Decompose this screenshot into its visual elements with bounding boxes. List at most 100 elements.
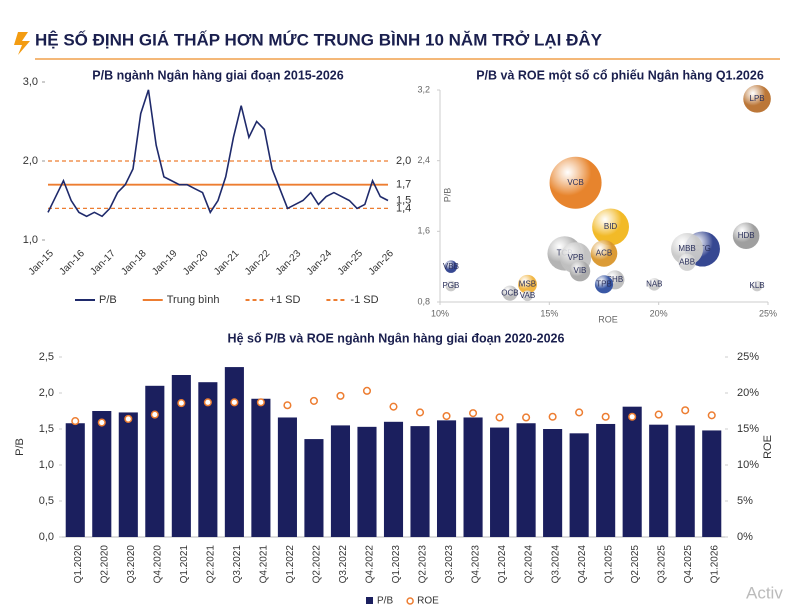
bubble-label: TPB bbox=[596, 279, 612, 288]
roe-dot bbox=[654, 410, 663, 419]
x-tick-label: Q1.2022 bbox=[285, 545, 296, 584]
bar bbox=[569, 433, 589, 537]
watermark: Activ bbox=[746, 583, 783, 602]
x-tick-label: Q4.2021 bbox=[259, 545, 270, 584]
x-tick-label: Q3.2024 bbox=[550, 545, 561, 584]
bar bbox=[649, 424, 669, 537]
bar bbox=[357, 426, 377, 537]
bubble-label: ABB bbox=[679, 257, 695, 266]
bubble bbox=[743, 85, 771, 113]
roe-dot bbox=[469, 409, 478, 418]
bar bbox=[145, 385, 165, 537]
roe-dot bbox=[230, 398, 239, 407]
bubble bbox=[594, 275, 614, 294]
line-series bbox=[47, 89, 389, 218]
legend-label: ROE bbox=[417, 596, 439, 607]
roe-dot bbox=[415, 408, 425, 417]
x-tick-label: Q3.2021 bbox=[232, 545, 243, 584]
bubble bbox=[590, 240, 618, 267]
x-axis-title: ROE bbox=[598, 314, 618, 324]
bar bbox=[304, 439, 324, 537]
x-tick-label: Q4.2023 bbox=[471, 545, 482, 584]
bubble bbox=[522, 290, 533, 302]
bubble-label: VPB bbox=[568, 253, 584, 262]
bubble-label: BID bbox=[604, 222, 618, 231]
roe-dot bbox=[336, 391, 345, 400]
y2-tick-label: 25% bbox=[737, 351, 759, 363]
bar bbox=[251, 398, 271, 537]
x-tick-label: Q2.2022 bbox=[312, 545, 323, 584]
logo bbox=[14, 32, 30, 55]
bubble-label: VAB bbox=[520, 291, 535, 300]
y2-tick-label: 10% bbox=[737, 459, 759, 471]
legend-swatch bbox=[406, 597, 414, 605]
x-tick-label: Q1.2020 bbox=[73, 545, 84, 584]
legend-label: P/B bbox=[99, 294, 117, 306]
roe-dot bbox=[548, 412, 557, 421]
legend-label: P/B bbox=[377, 596, 393, 607]
y2-tick-label: 15% bbox=[737, 423, 759, 435]
bubble-label: HDB bbox=[738, 231, 755, 240]
bar bbox=[596, 423, 616, 537]
y-tick-label: 2,4 bbox=[417, 155, 430, 165]
bubble-label: VIB bbox=[573, 266, 586, 275]
chart-title: P/B và ROE một số cổ phiếu Ngân hàng Q1.… bbox=[476, 68, 764, 82]
legend-label: +1 SD bbox=[270, 294, 301, 306]
bubble-label: MSB bbox=[519, 279, 536, 288]
y-tick-label: 3,2 bbox=[417, 84, 430, 94]
y2-tick-label: 5% bbox=[737, 495, 753, 507]
bar bbox=[171, 375, 191, 537]
bar bbox=[410, 426, 430, 537]
bar bbox=[702, 430, 722, 537]
x-tick-label: Jan-26 bbox=[367, 248, 397, 278]
roe-dot bbox=[575, 408, 584, 417]
bar bbox=[516, 423, 536, 537]
bubble bbox=[569, 260, 591, 282]
y-tick-label: 2,5 bbox=[39, 351, 54, 363]
x-tick-label: Q1.2026 bbox=[709, 545, 720, 584]
bubble-label: MBB bbox=[678, 244, 695, 253]
bar bbox=[622, 406, 642, 537]
bubble bbox=[592, 208, 629, 246]
y-tick-label: 0,8 bbox=[417, 296, 430, 306]
roe-dot bbox=[442, 411, 451, 421]
legend-label: -1 SD bbox=[350, 294, 378, 306]
y-axis-title: P/B bbox=[14, 438, 26, 456]
bar bbox=[436, 420, 457, 537]
roe-dot bbox=[628, 412, 637, 421]
bubble-label: VCB bbox=[567, 178, 583, 187]
x-tick-label: 10% bbox=[431, 308, 449, 318]
bubble bbox=[678, 253, 696, 271]
y-tick-label: 0,0 bbox=[39, 531, 54, 543]
x-tick-label: Jan-25 bbox=[336, 248, 366, 278]
roe-dot bbox=[203, 398, 212, 407]
y-tick-label: 1,0 bbox=[23, 234, 38, 246]
bar bbox=[490, 427, 510, 537]
y-tick-label: 1,6 bbox=[417, 226, 430, 236]
x-tick-label: Q3.2025 bbox=[656, 545, 667, 584]
x-tick-label: Jan-16 bbox=[57, 248, 87, 278]
bar bbox=[65, 423, 85, 537]
y-tick-label: 2,0 bbox=[23, 155, 38, 167]
x-tick-label: Q4.2022 bbox=[365, 545, 376, 584]
x-tick-label: 15% bbox=[540, 308, 558, 318]
x-tick-label: Q3.2020 bbox=[126, 545, 137, 584]
bubble-label: VBB bbox=[443, 262, 459, 271]
x-tick-label: Jan-21 bbox=[212, 248, 242, 278]
y-tick-label: 0,5 bbox=[39, 495, 54, 507]
legend-swatch bbox=[366, 597, 373, 604]
y-tick-label: 1,5 bbox=[39, 423, 54, 435]
bubble-label: NAB bbox=[646, 279, 662, 288]
bar bbox=[463, 417, 483, 537]
roe-dot bbox=[256, 398, 265, 407]
roe-dot bbox=[177, 399, 186, 408]
x-tick-label: Jan-22 bbox=[243, 248, 273, 278]
x-tick-label: Jan-15 bbox=[27, 248, 57, 278]
roe-dot bbox=[97, 418, 106, 427]
legend-label: Trung bình bbox=[167, 294, 220, 306]
x-tick-label: Q1.2023 bbox=[391, 545, 402, 584]
bubble bbox=[732, 222, 760, 250]
bubble-label: LPB bbox=[750, 94, 765, 103]
bubble-label: PGB bbox=[442, 281, 459, 290]
bubble-label: KLB bbox=[750, 281, 765, 290]
